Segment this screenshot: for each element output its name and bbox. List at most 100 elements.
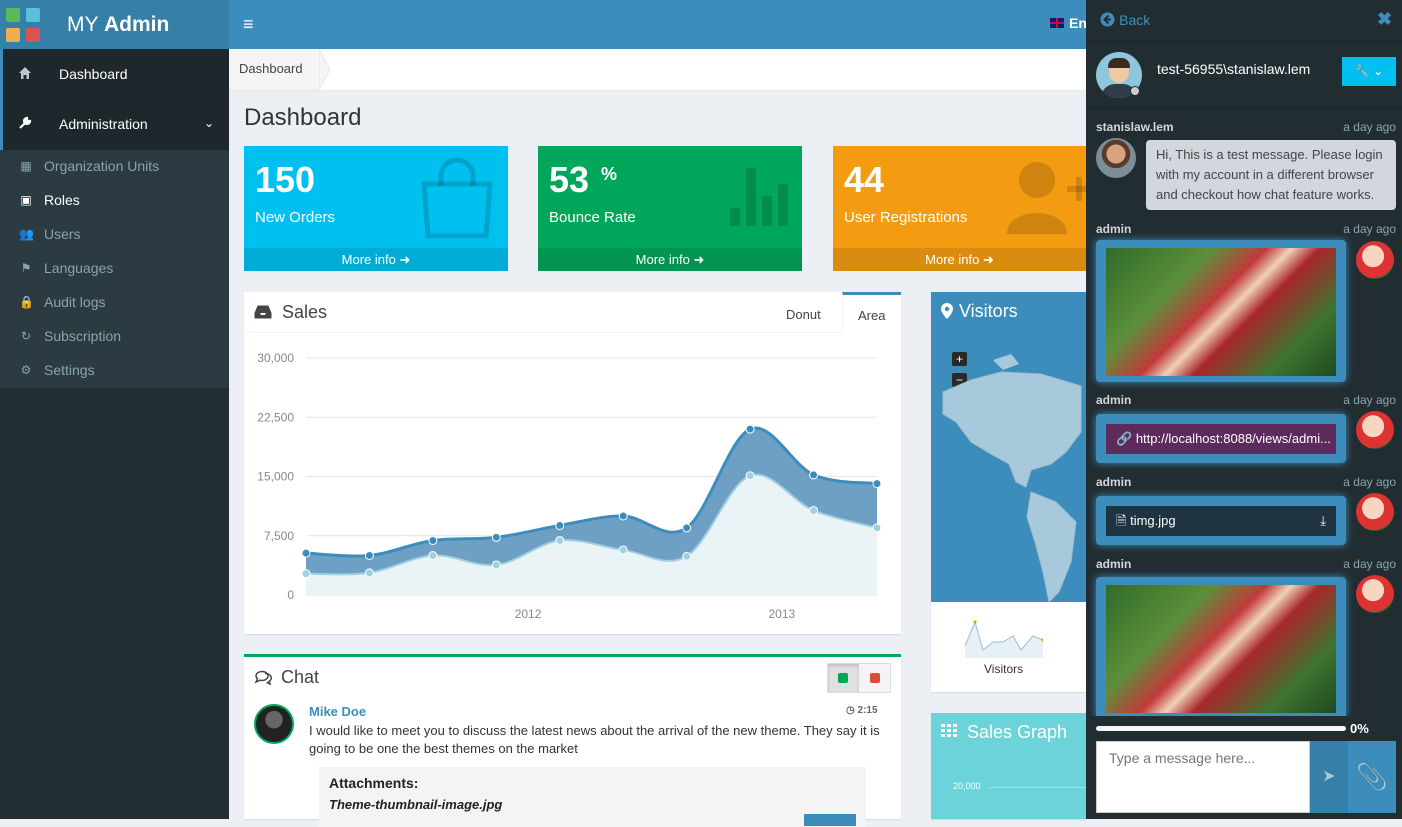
sidebar-item-roles[interactable]: ▣ Roles (0, 183, 229, 217)
chat-box: Chat Mike Doe ◷ 2:15 I would like to mee… (244, 654, 901, 827)
shared-image[interactable] (1106, 248, 1336, 376)
sidebar-item-users[interactable]: 👥 Users (0, 217, 229, 251)
sidebar-item-label: Settings (44, 362, 95, 378)
data-point (364, 568, 374, 578)
sidebar-item-label: Users (44, 226, 81, 242)
user-add-icon (1007, 162, 1086, 234)
close-icon[interactable]: ✖ (1377, 9, 1393, 29)
attachment-box: Attachments: Theme-thumbnail-image.jpg (319, 767, 866, 827)
refresh-icon: ↻ (20, 329, 32, 343)
top-header: ≡ En (229, 0, 1087, 49)
chat-composer: 0% ➤ 📎 (1086, 716, 1402, 819)
map-marker-icon (941, 303, 953, 319)
data-point (872, 479, 882, 489)
attachment-filename[interactable]: Theme-thumbnail-image.jpg (329, 797, 503, 812)
panel-title: Chat (281, 667, 320, 687)
page-title: Dashboard (244, 104, 362, 131)
breadcrumb-arrow (319, 49, 331, 90)
admin-avatar (1356, 493, 1394, 531)
sidebar-item-languages[interactable]: ⚑ Languages (0, 251, 229, 285)
world-map (942, 354, 1082, 602)
sidebar-item-organization-units[interactable]: ▦ Organization Units (0, 149, 229, 183)
sidebar-item-audit-logs[interactable]: 🔒 Audit logs (0, 285, 229, 319)
status-offline-button[interactable] (860, 664, 891, 692)
chevron-down-icon: ⌄ (204, 116, 215, 130)
user-options-button[interactable]: 🔧 ⌄ (1342, 57, 1396, 86)
more-info-link[interactable]: More info ➜ (244, 248, 508, 271)
data-point (682, 551, 692, 561)
logo-square-icon (6, 8, 20, 22)
data-point (491, 532, 501, 542)
comments-icon (254, 670, 272, 685)
sales-graph-panel: Sales Graph 20,000 (931, 713, 1086, 819)
data-point (428, 535, 438, 545)
hamburger-menu-icon[interactable]: ≡ (243, 14, 254, 34)
send-button[interactable]: ➤ (1310, 741, 1348, 813)
more-info-link[interactable]: More info ➜ (833, 248, 1086, 271)
message-bubble-image (1096, 577, 1346, 719)
message-time: a day ago (1343, 475, 1396, 489)
inbox-icon (254, 305, 272, 319)
sidebar-item-label: Dashboard (59, 66, 128, 82)
stat-caption: New Orders (255, 209, 336, 226)
download-icon[interactable]: ⤓ (1320, 513, 1326, 528)
back-button[interactable]: Back (1100, 12, 1150, 29)
message-bubble-link: 🔗 http://localhost:8088/views/admi... (1096, 414, 1346, 463)
admin-avatar (1356, 411, 1394, 449)
logo[interactable]: MY Admin (0, 0, 229, 49)
sidebar-item-subscription[interactable]: ↻ Subscription (0, 319, 229, 353)
message-author-link[interactable]: Mike Doe (309, 704, 367, 719)
link-icon: 🔗 (1116, 431, 1133, 446)
y-tick-label: 0 (287, 588, 294, 602)
divider (244, 332, 842, 333)
sidebar-item-label: Subscription (44, 328, 122, 344)
message-input[interactable] (1096, 741, 1310, 813)
status-online-button[interactable] (828, 664, 859, 692)
admin-avatar (1356, 575, 1394, 613)
message-time: a day ago (1343, 557, 1396, 571)
chat-sidebar-header: Back ✖ (1086, 0, 1402, 42)
grid-line (989, 787, 1086, 788)
shared-image[interactable] (1106, 585, 1336, 713)
message-sender: stanislaw.lem (1096, 120, 1174, 134)
sparkline-label: Visitors (984, 662, 1024, 676)
language-selector[interactable]: En (1069, 15, 1087, 31)
tab-area[interactable]: Area (842, 292, 901, 333)
data-point (682, 523, 692, 533)
attachment-open-button[interactable] (804, 814, 856, 826)
breadcrumb-item[interactable]: Dashboard (229, 49, 319, 90)
status-dot (1130, 86, 1140, 96)
stat-box-bounce: 53 % Bounce Rate More info ➜ (538, 146, 802, 271)
data-point (555, 535, 565, 545)
logo-square-icon (26, 28, 40, 42)
data-point (301, 548, 311, 558)
panel-title: Visitors (959, 301, 1018, 321)
stat-number: 44 (844, 159, 885, 200)
app-title: MY Admin (67, 13, 170, 36)
avatar (254, 704, 294, 744)
shared-link[interactable]: 🔗 http://localhost:8088/views/admi... (1106, 424, 1336, 454)
message-time: a day ago (1343, 393, 1396, 407)
axis-tick-label: 20,000 (953, 781, 981, 791)
th-icon: ▦ (20, 159, 32, 173)
y-tick-label: 30,000 (257, 351, 294, 365)
map-zoom-in-button[interactable]: + (952, 352, 967, 366)
attach-file-button[interactable]: 📎 (1348, 741, 1396, 813)
sidebar-item-dashboard[interactable]: Dashboard (0, 49, 229, 99)
data-point (809, 505, 819, 515)
wrench-icon (17, 116, 33, 132)
sidebar-item-label: Roles (44, 192, 80, 208)
sidebar-item-settings[interactable]: ⚙ Settings (0, 353, 229, 387)
y-tick-label: 22,500 (257, 410, 294, 424)
data-point (618, 545, 628, 555)
upload-progress-bar (1096, 726, 1346, 731)
sidebar-item-label: Administration (59, 116, 148, 132)
uk-flag-icon (1050, 18, 1064, 28)
more-info-link[interactable]: More info ➜ (538, 248, 802, 271)
sender-avatar (1096, 138, 1136, 178)
series-line (305, 473, 878, 576)
tab-donut[interactable]: Donut (786, 307, 821, 322)
shared-file[interactable]: 🗎 timg.jpg ⤓ (1106, 506, 1336, 536)
paperclip-icon: 📎 (1355, 762, 1389, 792)
sidebar-item-administration[interactable]: Administration ⌄ (0, 99, 229, 150)
